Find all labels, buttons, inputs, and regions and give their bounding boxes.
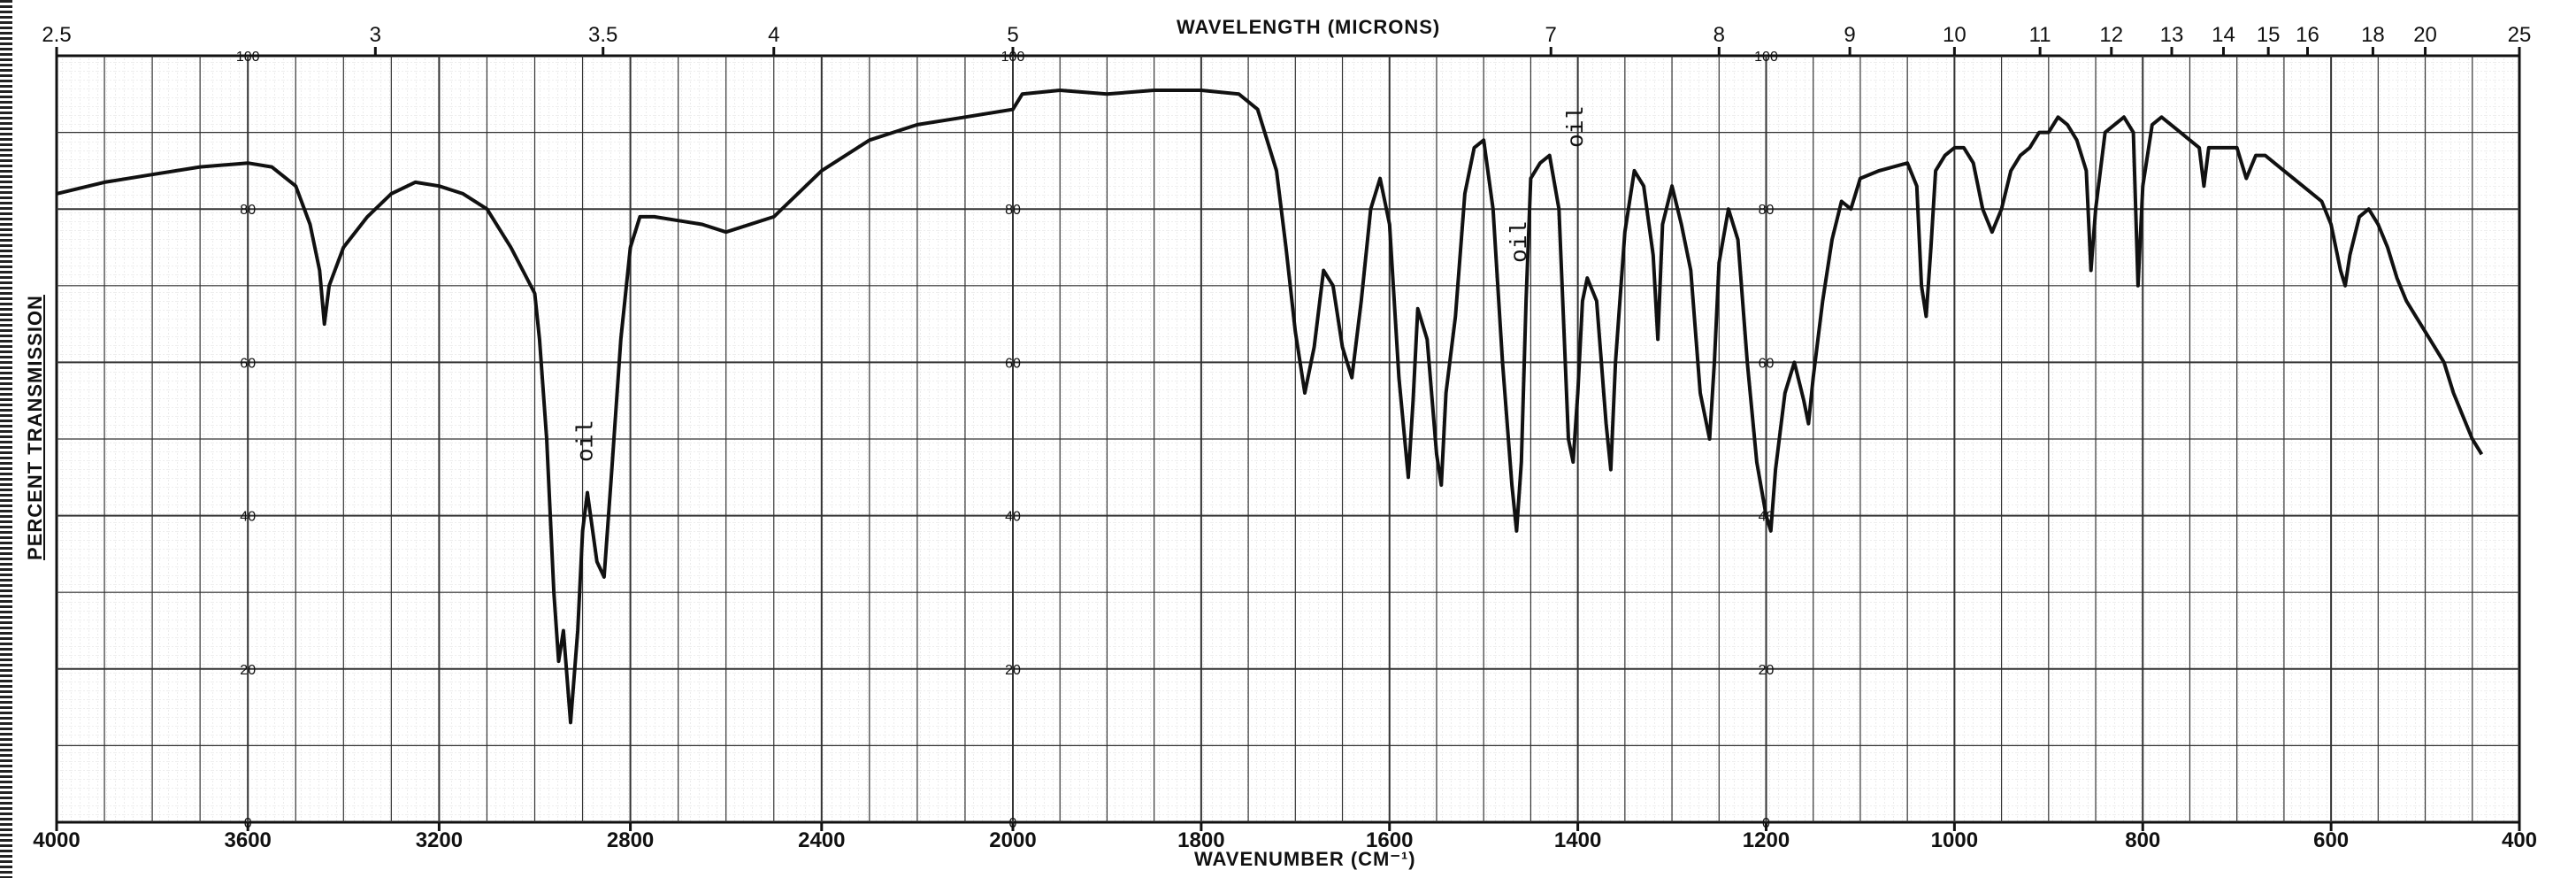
wavenumber-tick-label: 400	[2502, 828, 2537, 852]
inner-y-label: 40	[240, 510, 256, 525]
wavenumber-tick-label: 2400	[798, 828, 845, 852]
wavelength-tick-label: 25	[2508, 23, 2532, 47]
inner-y-label: 0	[1009, 816, 1017, 831]
inner-y-label: 80	[1005, 203, 1021, 218]
wavenumber-tick-label: 1000	[1931, 828, 1978, 852]
wavelength-tick-label: 14	[2212, 23, 2235, 47]
wavelength-tick-label: 5	[1007, 23, 1018, 47]
wavenumber-tick-label: 1800	[1177, 828, 1224, 852]
inner-y-label: 20	[1005, 663, 1021, 678]
inner-y-label: 60	[240, 356, 256, 371]
wavelength-tick-label: 4	[768, 23, 779, 47]
oil-annotation: oil	[1506, 221, 1533, 263]
wavelength-tick-label: 7	[1545, 23, 1557, 47]
major-grid	[57, 56, 2519, 822]
wavelength-tick-label: 15	[2257, 23, 2281, 47]
wavelength-tick-label: 8	[1714, 23, 1725, 47]
inner-y-label: 100	[1001, 50, 1025, 65]
wavenumber-tick-label: 1600	[1366, 828, 1413, 852]
wavelength-tick-label: 12	[2099, 23, 2123, 47]
oil-annotation: oil	[1563, 106, 1590, 148]
inner-y-label: 80	[240, 203, 256, 218]
wavelength-tick-label: 16	[2296, 23, 2319, 47]
wavenumber-tick-label: 3200	[416, 828, 463, 852]
inner-y-label: 100	[1754, 50, 1778, 65]
wavenumber-tick-label: 1400	[1554, 828, 1601, 852]
inner-y-label: 20	[240, 663, 256, 678]
inner-y-label: 60	[1759, 356, 1775, 371]
y-axis-title: PERCENT TRANSMISSION	[24, 295, 46, 560]
wavelength-tick-label: 9	[1844, 23, 1855, 47]
wavelength-tick-label: 10	[1943, 23, 1966, 47]
inner-y-label: 0	[244, 816, 252, 831]
wavenumber-tick-label: 600	[2313, 828, 2349, 852]
oil-annotation: oil	[572, 420, 599, 462]
scan-edge-strip	[0, 0, 12, 878]
wavelength-tick-label: 3.5	[588, 23, 617, 47]
spectrum-line	[56, 89, 2484, 725]
wavelength-tick-label: 20	[2413, 23, 2437, 47]
wavelength-tick-label: 13	[2160, 23, 2184, 47]
x-axis-title: WAVENUMBER (CM⁻¹)	[1194, 848, 1416, 870]
wavenumber-tick-label: 1200	[1743, 828, 1790, 852]
inner-y-label: 60	[1005, 356, 1021, 371]
wavenumber-tick-label: 4000	[33, 828, 80, 852]
inner-y-label: 80	[1759, 203, 1775, 218]
inner-y-label: 20	[1759, 663, 1775, 678]
top-axis-title: WAVELENGTH (MICRONS)	[1177, 16, 1441, 38]
wavenumber-tick-label: 3600	[225, 828, 272, 852]
wavelength-tick-label: 11	[2029, 23, 2051, 47]
wavelength-tick-label: 18	[2361, 23, 2385, 47]
annotations: oil oil oil	[572, 106, 1590, 462]
inner-y-label: 40	[1005, 510, 1021, 525]
wavenumber-tick-label: 800	[2125, 828, 2160, 852]
inner-y-label: 100	[236, 50, 260, 65]
wavenumber-tick-label: 2000	[989, 828, 1036, 852]
wavelength-tick-label: 2.5	[42, 23, 71, 47]
inner-y-label: 0	[1762, 816, 1770, 831]
wavenumber-tick-label: 2800	[607, 828, 654, 852]
wavelength-tick-label: 3	[370, 23, 381, 47]
axis-ticks: 4000 3600 3200 2800 2400 2000 1800 1600 1400 1200…	[33, 23, 2537, 852]
